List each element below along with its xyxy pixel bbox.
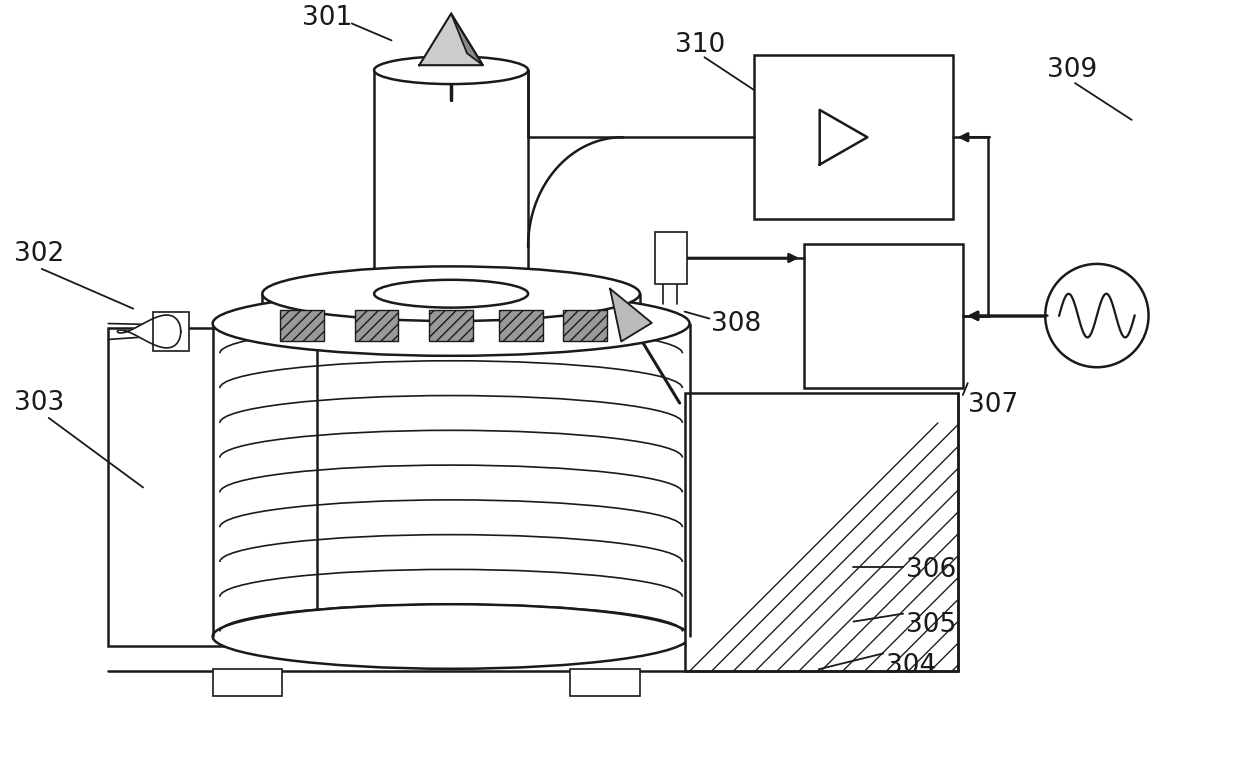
Text: 307: 307 [967, 392, 1018, 418]
Polygon shape [610, 289, 652, 341]
Text: 305: 305 [906, 611, 956, 638]
Text: 310: 310 [675, 32, 725, 59]
Bar [355, 310, 398, 341]
Ellipse shape [374, 56, 528, 84]
Polygon shape [419, 14, 482, 65]
Text: 309: 309 [1048, 57, 1097, 83]
Bar [498, 310, 543, 341]
Text: 301: 301 [303, 5, 352, 31]
Ellipse shape [263, 266, 640, 321]
Text: 306: 306 [906, 557, 956, 583]
Text: 303: 303 [14, 390, 64, 416]
Bar [684, 393, 957, 672]
Polygon shape [118, 315, 181, 348]
Bar [563, 310, 608, 341]
Bar [153, 312, 188, 351]
Ellipse shape [212, 291, 689, 356]
Bar [280, 310, 324, 341]
Bar [212, 669, 283, 696]
Text: 304: 304 [887, 653, 936, 679]
Ellipse shape [374, 279, 528, 307]
Text: 308: 308 [712, 310, 761, 337]
Polygon shape [820, 110, 868, 164]
Text: 302: 302 [14, 241, 64, 267]
Ellipse shape [212, 604, 689, 669]
Bar [570, 669, 640, 696]
Circle shape [1045, 264, 1148, 367]
Bar [804, 244, 962, 388]
Bar [655, 232, 687, 284]
Bar [754, 56, 952, 219]
Bar [108, 329, 317, 646]
Polygon shape [451, 14, 482, 65]
Bar [429, 310, 472, 341]
